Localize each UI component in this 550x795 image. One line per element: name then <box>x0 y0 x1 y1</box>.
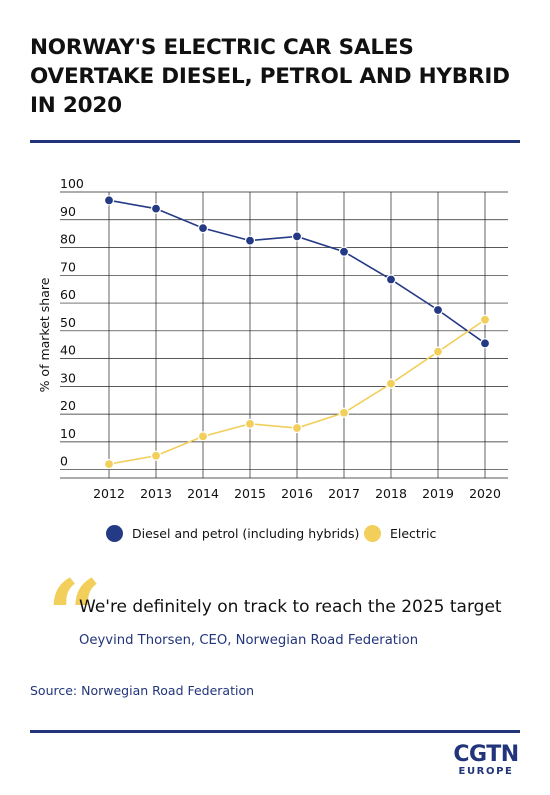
x-tick-label: 2017 <box>328 486 360 501</box>
top-divider <box>30 140 520 143</box>
data-point-electric <box>291 422 303 434</box>
data-point-diesel <box>432 304 444 316</box>
quote-marks-icon: “ <box>47 559 102 672</box>
logo-main-text: CGTN <box>453 742 519 767</box>
y-tick-label: 60 <box>60 287 76 302</box>
series-points <box>103 195 491 470</box>
x-tick-label: 2014 <box>187 486 219 501</box>
data-point-electric <box>479 314 491 325</box>
legend-item-diesel: Diesel and petrol (including hybrids) <box>106 525 359 542</box>
y-tick-label: 30 <box>60 370 76 385</box>
bottom-divider <box>30 730 520 733</box>
x-tick-label: 2019 <box>422 486 454 501</box>
legend-dot-diesel <box>106 525 123 542</box>
x-tick-label: 2015 <box>234 486 266 501</box>
data-point-electric <box>244 418 256 429</box>
chart-grid <box>60 191 508 479</box>
data-point-diesel <box>338 246 350 257</box>
x-tick-label: 2013 <box>140 486 172 501</box>
quote-attribution: Oeyvind Thorsen, CEO, Norwegian Road Fed… <box>79 633 419 648</box>
data-point-diesel <box>385 274 397 285</box>
data-point-diesel <box>244 235 256 246</box>
quote-text: We're definitely on track to reach the 2… <box>79 597 502 617</box>
y-tick-label: 100 <box>60 176 84 191</box>
data-point-diesel <box>103 195 115 206</box>
data-point-diesel <box>150 203 162 214</box>
legend-dot-electric <box>364 525 381 542</box>
y-tick-label: 80 <box>60 232 76 247</box>
y-axis-ticks: 0 10 20 30 40 50 60 70 80 90 100 <box>60 176 84 469</box>
y-tick-label: 0 <box>60 454 68 469</box>
x-tick-label: 2016 <box>281 486 313 501</box>
data-point-electric <box>150 450 162 461</box>
y-tick-label: 70 <box>60 259 76 274</box>
legend-label-diesel: Diesel and petrol (including hybrids) <box>132 526 360 541</box>
cgtn-logo: CGTN EUROPE <box>450 742 522 778</box>
y-tick-label: 90 <box>60 204 76 219</box>
data-point-diesel <box>291 231 303 242</box>
x-tick-label: 2018 <box>375 486 407 501</box>
data-point-diesel <box>197 222 209 234</box>
data-point-electric <box>385 378 397 389</box>
y-axis-label: % of market share <box>37 277 52 392</box>
logo-sub-text: EUROPE <box>458 766 514 777</box>
x-axis-ticks: 2012 2013 2014 2015 2016 2017 2018 2019 2020 <box>93 486 501 501</box>
y-tick-label: 40 <box>60 343 76 358</box>
source-note: Source: Norwegian Road Federation <box>30 683 255 698</box>
data-point-electric <box>103 459 115 470</box>
legend-item-electric: Electric <box>364 525 436 542</box>
legend-label-electric: Electric <box>390 526 437 541</box>
data-point-electric <box>197 431 209 442</box>
page-title: NORWAY'S ELECTRIC CAR SALES OVERTAKE DIE… <box>30 35 510 118</box>
x-tick-label: 2012 <box>93 486 125 501</box>
x-tick-label: 2020 <box>469 486 501 501</box>
data-point-electric <box>432 346 444 357</box>
y-tick-label: 10 <box>60 426 76 441</box>
data-point-electric <box>338 407 350 418</box>
y-tick-label: 50 <box>60 315 76 330</box>
y-tick-label: 20 <box>60 398 76 413</box>
data-point-diesel <box>479 338 491 349</box>
